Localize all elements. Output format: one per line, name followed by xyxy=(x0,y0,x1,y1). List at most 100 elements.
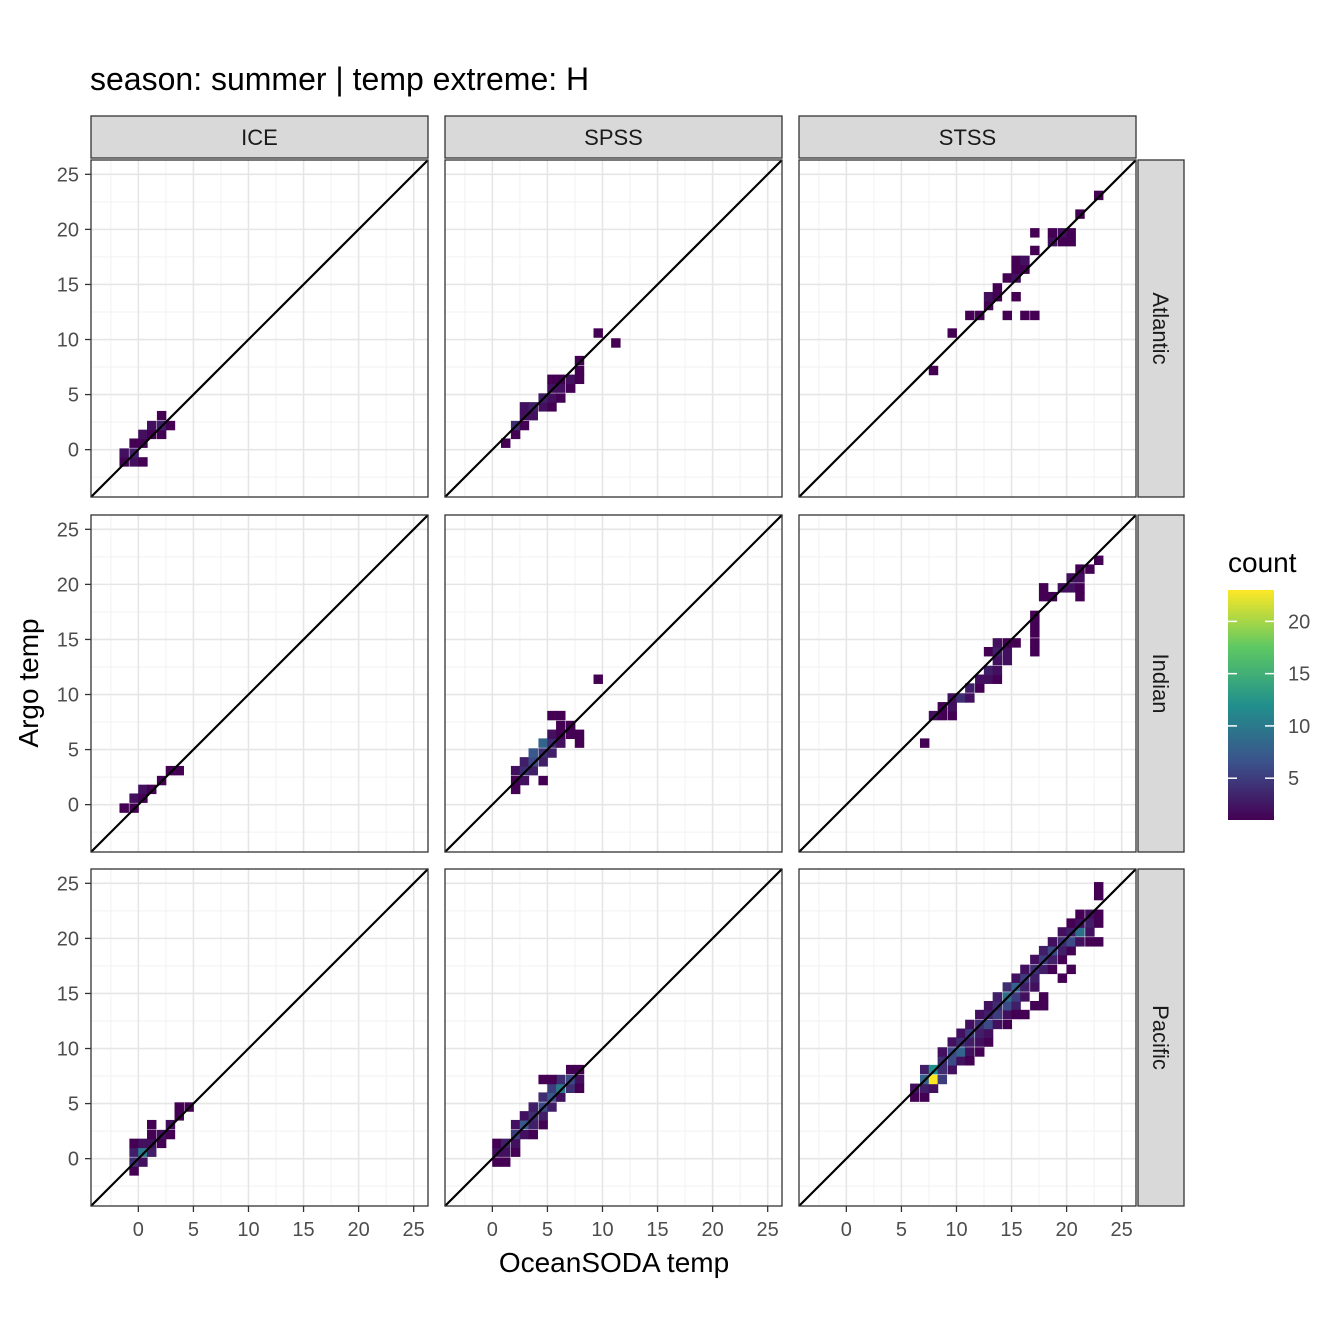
heatmap-tile xyxy=(528,1111,538,1121)
heatmap-tile xyxy=(937,710,948,721)
chart-title: season: summer | temp extreme: H xyxy=(90,61,589,97)
panel-spss-pacific: 0 5 10 15 20 25 xyxy=(444,868,783,1241)
identity-line xyxy=(798,159,1137,498)
heatmap-tile xyxy=(565,1083,576,1094)
heatmap-tile xyxy=(138,429,148,440)
heatmap-tile xyxy=(565,383,576,393)
heatmap-tile xyxy=(1093,918,1104,928)
heatmap-tile xyxy=(965,310,975,321)
heatmap-tile xyxy=(547,1092,557,1102)
heatmap-tile xyxy=(947,1056,957,1066)
heatmap-tile xyxy=(1085,937,1095,947)
heatmap-tile xyxy=(147,1147,157,1157)
heatmap-tile xyxy=(928,1083,939,1094)
heatmap-tile xyxy=(910,1083,920,1094)
heatmap-tile xyxy=(547,729,557,740)
heatmap-tile xyxy=(975,674,985,684)
heatmap-tile xyxy=(992,646,1003,657)
identity-line xyxy=(90,514,429,853)
heatmap-tile xyxy=(547,748,557,758)
panels-layer: 0 5 10 15 20 25 0 5 10 15 20 25 0 5 10 15 20 25 0 5 10 15 20 25… xyxy=(57,115,1185,1241)
legend-tick-label: 5 xyxy=(1288,768,1299,790)
heatmap-tile xyxy=(519,775,530,786)
identity-line xyxy=(444,514,783,853)
heatmap-tile xyxy=(1011,1009,1021,1020)
heatmap-tile xyxy=(937,1047,948,1057)
heatmap-tile xyxy=(1020,964,1030,975)
x-tick-label: 25 xyxy=(757,1219,779,1241)
heatmap-tile xyxy=(1038,945,1049,956)
heatmap-tile xyxy=(956,1056,966,1066)
heatmap-tile xyxy=(519,1111,530,1121)
heatmap-tile xyxy=(138,438,148,448)
y-tick-label: 10 xyxy=(57,330,79,352)
y-tick-label: 0 xyxy=(68,795,79,817)
heatmap-tile xyxy=(919,1083,930,1094)
legend-ticks: 5 10 15 20 xyxy=(1228,611,1310,790)
heatmap-tile xyxy=(547,738,557,748)
heatmap-tile xyxy=(574,365,585,376)
heatmap-tile xyxy=(1075,927,1085,937)
y-tick-label: 5 xyxy=(68,740,79,762)
heatmap-tile xyxy=(975,1009,985,1020)
heatmap-tile xyxy=(156,1138,167,1149)
heatmap-tile xyxy=(1066,228,1076,238)
heatmap-tile xyxy=(119,448,129,458)
heatmap-tile xyxy=(1075,918,1085,928)
legend-tick-label: 10 xyxy=(1288,716,1310,738)
heatmap-tile xyxy=(147,1138,157,1149)
y-tick-label: 25 xyxy=(57,164,79,186)
heatmap-tile xyxy=(1066,945,1076,956)
x-tick-label: 25 xyxy=(1111,1219,1133,1241)
heatmap-tile xyxy=(1075,583,1085,593)
strip-label: Pacific xyxy=(1148,1005,1173,1070)
heatmap-tile xyxy=(1030,1000,1040,1011)
legend-tick-label: 15 xyxy=(1288,664,1310,686)
heatmap-tile xyxy=(574,1074,585,1085)
identity-line xyxy=(798,868,1137,1207)
heatmap-tile xyxy=(1047,945,1058,956)
heatmap-tile xyxy=(1002,1009,1013,1020)
heatmap-tile xyxy=(1057,927,1068,937)
strip-label: SPSS xyxy=(584,125,643,150)
heatmap-tile xyxy=(1038,954,1049,965)
heatmap-tile xyxy=(519,1129,530,1140)
strip-label: Atlantic xyxy=(1148,292,1173,364)
y-tick-label: 5 xyxy=(68,385,79,407)
heatmap-tile xyxy=(165,1129,176,1140)
heatmap-tile xyxy=(129,1147,139,1157)
heatmap-tile xyxy=(1002,982,1013,992)
heatmap-tile xyxy=(147,1129,157,1140)
heatmap-tile xyxy=(574,374,585,385)
heatmap-tile xyxy=(983,665,994,676)
heatmap-tile xyxy=(156,429,167,440)
heatmap-tile xyxy=(965,1019,975,1030)
heatmap-tile xyxy=(119,457,129,467)
heatmap-tile xyxy=(138,1138,148,1149)
y-tick-label: 25 xyxy=(57,873,79,895)
heatmap-tile xyxy=(947,702,957,712)
heatmap-tile xyxy=(538,1074,548,1085)
identity-line xyxy=(444,159,783,498)
heatmap-tile xyxy=(1047,937,1058,947)
heatmap-tile xyxy=(1075,937,1085,947)
heatmap-tile xyxy=(983,1009,994,1020)
heatmap-tile xyxy=(992,283,1003,293)
heatmap-tile xyxy=(1085,564,1095,574)
heatmap-tile xyxy=(983,1028,994,1038)
heatmap-tile xyxy=(528,402,538,412)
y-tick-label: 20 xyxy=(57,928,79,950)
heatmap-tile xyxy=(156,410,167,421)
heatmap-tile xyxy=(992,665,1003,676)
heatmap-tile xyxy=(947,1064,957,1075)
heatmap-tile xyxy=(556,720,566,731)
heatmap-tile xyxy=(574,355,585,366)
heatmap-tile xyxy=(528,1129,538,1140)
heatmap-tile xyxy=(565,729,576,740)
heatmap-tile xyxy=(492,1147,502,1157)
heatmap-tile xyxy=(510,1119,521,1130)
heatmap-tile xyxy=(174,1102,184,1112)
heatmap-tile xyxy=(138,784,148,795)
heatmap-tile xyxy=(174,1111,184,1121)
panel-spss-atlantic xyxy=(444,159,783,498)
